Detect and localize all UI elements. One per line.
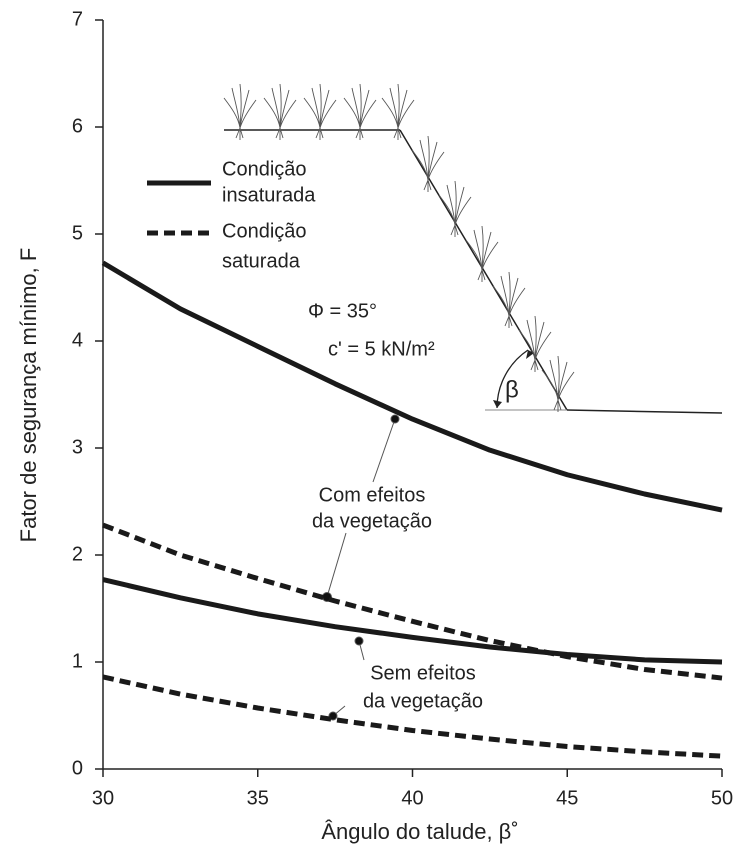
phi-label: Φ = 35° — [308, 300, 377, 322]
annotation: da vegetação — [363, 690, 483, 712]
y-axis-label: Fator de segurança mínimo, F — [16, 248, 41, 543]
slope-diagram — [223, 83, 723, 414]
y-tick-label: 2 — [72, 543, 83, 565]
x-tick-label: 50 — [711, 787, 733, 809]
cohesion-label: c' = 5 kN/m² — [328, 338, 435, 360]
series-line — [102, 522, 723, 681]
x-tick-label: 35 — [247, 787, 269, 809]
x-tick-label: 45 — [556, 787, 578, 809]
y-tick-label: 5 — [72, 222, 83, 244]
x-tick-label: 40 — [401, 787, 423, 809]
y-tick-label: 7 — [72, 8, 83, 30]
y-tick-label: 4 — [72, 329, 83, 351]
annotation: Sem efeitos — [370, 662, 476, 684]
legend-label: saturada — [222, 250, 301, 272]
annotation: Com efeitos — [319, 484, 426, 506]
series-line — [101, 260, 723, 513]
series-line — [102, 577, 723, 665]
y-tick-label: 3 — [72, 436, 83, 458]
annotation: da vegetação — [312, 510, 432, 532]
y-tick-label: 1 — [72, 650, 83, 672]
legend-label: insaturada — [222, 184, 316, 206]
series-line — [102, 674, 723, 759]
legend-label: Condição — [222, 158, 307, 180]
x-axis-label: Ângulo do talude, β˚ — [321, 819, 518, 844]
x-tick-label: 30 — [92, 787, 114, 809]
beta-label: β — [505, 376, 519, 403]
y-tick-label: 0 — [72, 757, 83, 779]
legend-label: Condição — [222, 220, 307, 242]
y-tick-label: 6 — [72, 115, 83, 137]
